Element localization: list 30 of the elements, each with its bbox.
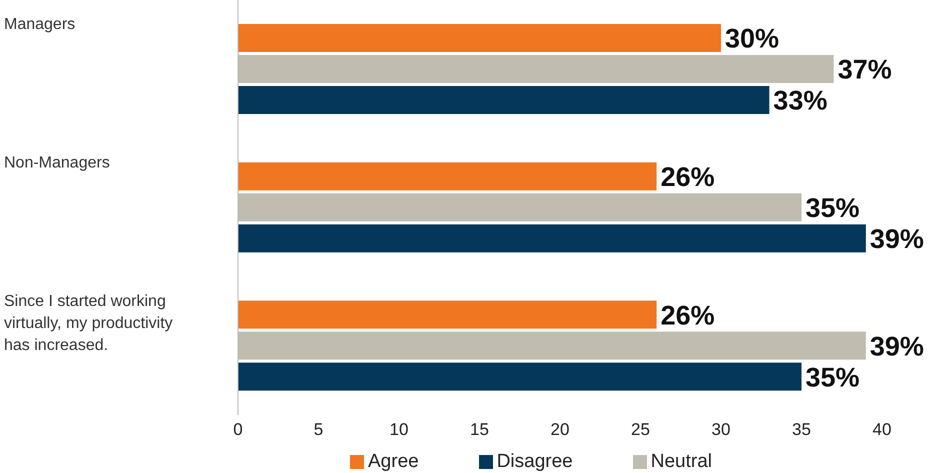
data-label: 33%	[773, 86, 828, 116]
bar	[238, 24, 721, 52]
bar	[238, 362, 802, 391]
y-tick-label: Managers	[4, 16, 76, 34]
x-tick-label: 25	[631, 420, 650, 440]
x-tick-label: 40	[872, 420, 892, 440]
x-tick-label: 5	[314, 420, 324, 440]
data-label: 26%	[660, 162, 715, 192]
bar	[238, 300, 657, 329]
legend-label: Neutral	[650, 451, 712, 472]
bar	[238, 224, 866, 252]
x-tick-label: 35	[792, 420, 811, 440]
legend-label: Disagree	[496, 451, 573, 472]
x-tick-label: 15	[470, 420, 489, 440]
x-tick-label: 20	[550, 420, 570, 440]
data-label: 37%	[838, 54, 892, 85]
data-label: 39%	[870, 224, 924, 254]
bar	[238, 86, 770, 114]
y-tick-label: Non-Managers	[4, 154, 110, 172]
x-tick-label: 0	[233, 420, 243, 440]
data-label: 35%	[806, 362, 860, 392]
x-tick-label: 30	[712, 420, 730, 440]
x-tick-label: 10	[390, 420, 408, 440]
data-label: 35%	[806, 192, 860, 223]
y-tick-label: Since I started working virtually, my productivity has increased.	[4, 292, 173, 354]
legend-label: Agree	[368, 451, 419, 472]
data-label: 30%	[725, 24, 780, 54]
bar	[238, 162, 657, 190]
data-label: 26%	[660, 300, 715, 330]
data-label: 39%	[870, 331, 924, 362]
